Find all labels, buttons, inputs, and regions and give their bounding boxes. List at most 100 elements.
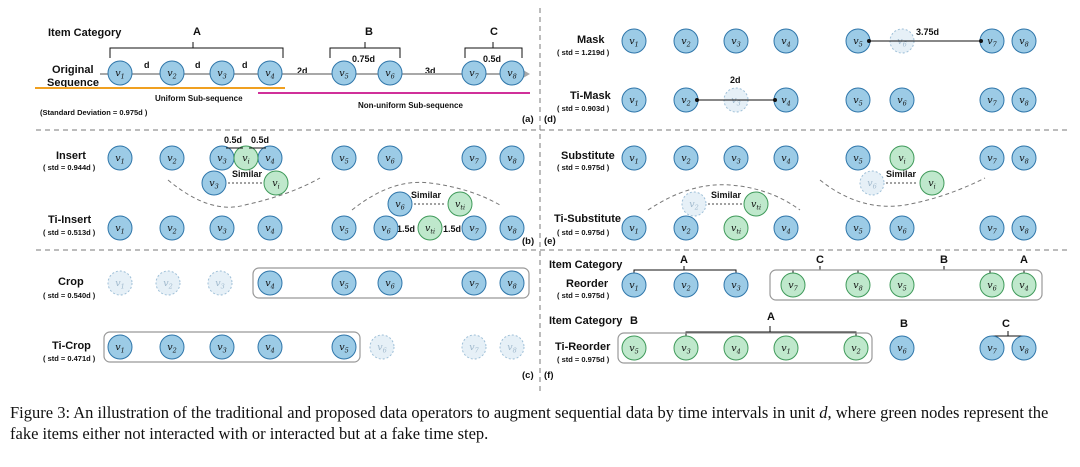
b-ti-insert-node-v4-label: v4 [265,223,275,236]
e-sub-node-v2-circle [673,145,699,171]
b-insert-node-v5-label: v5 [339,153,349,166]
a-sequence-label: Sequence [47,77,99,89]
e-ti-sub-node-v7-label: v7 [987,223,997,236]
e-wave-1 [647,184,801,211]
d-mask-std: ( std = 1.219d ) [557,48,610,57]
a-nonuniform-label: Non-uniform Sub-sequence [358,101,463,110]
b-half-gap-2: 0.5d [251,135,269,145]
f-reorder-node-v5-circle [889,272,915,298]
e-similar-2: Similar [886,169,917,179]
d-mask-gap: 3.75d [916,27,939,37]
b-half-gap-1: 0.5d [224,135,242,145]
f-ti-reorder-node-v6-label: v6 [897,343,907,356]
e-ti-sub-node-v1-label: v1 [629,223,639,236]
e-sub-node-v8-label: v8 [1019,153,1029,166]
b-insert-node-v2-label: v2 [167,153,177,166]
d-mask-node-v4-label: v4 [781,36,791,49]
b-ti-insert-node-v3-circle [209,215,235,241]
c-crop-node-v5-circle [331,270,357,296]
a-gap-6: 3d [425,66,436,76]
f-ti-reorder-node-v2-circle [843,335,869,361]
d-ti-mask-node-v5-circle [845,87,871,113]
d-mask-gap-dot-2 [979,39,983,43]
e-ti-sub-node-v4-circle [773,215,799,241]
b-similar-vi-label: vi [272,178,279,191]
f-item-category-label-2: Item Category [549,315,623,327]
b-similar-vti-label: vti [455,199,465,212]
e-sub-node-vi-label: vi [898,153,905,166]
a-node-v1-circle [107,60,133,86]
a-node-v5-circle [331,60,357,86]
f-ti-cat-2: A [767,311,775,323]
c-ti-crop-node-v5-circle [331,334,357,360]
a-gap-4: 2d [297,66,308,76]
f-ti-reorder-node-v3-circle [673,335,699,361]
b-ti-gap-1: 1.5d [397,224,415,234]
c-ti-crop-node-v3-circle [209,334,235,360]
e-ti-sub-node-v5-label: v5 [853,223,863,236]
e-sub-node-v8-circle [1011,145,1037,171]
d-mask-node-v4-circle [773,28,799,54]
a-std-note: (Standard Deviation = 0.975d ) [40,108,148,117]
f-cat-2: C [816,254,824,266]
a-node-v3-circle [209,60,235,86]
b-ti-gap-2: 1.5d [443,224,461,234]
a-node-v8-circle [499,60,525,86]
e-similar-1: Similar [711,190,742,200]
d-ti-mask-node-v6-circle [889,87,915,113]
b-similar-vti-circle [447,191,473,217]
c-ti-crop-node-v5-label: v5 [339,342,349,355]
c-crop-node-v3-circle [207,270,233,296]
b-ti-insert-node-vti-label: vti [425,223,435,236]
f-bracket-c [792,269,859,276]
caption-unit: d [819,403,828,422]
e-similar-v2-circle [681,191,707,217]
e-sub-node-v7-label: v7 [987,153,997,166]
figure-caption: Figure 3: An illustration of the traditi… [10,402,1075,444]
c-ti-crop-node-v4-circle [257,334,283,360]
e-sub-node-v3-circle [723,145,749,171]
a-gap-3: d [242,60,248,70]
a-node-v6-label: v6 [385,68,395,81]
b-ti-insert-node-v8-label: v8 [507,223,517,236]
c-crop-node-v6-circle [377,270,403,296]
c-crop-node-v7-circle [461,270,487,296]
a-node-v6-circle [377,60,403,86]
f-reorder-node-v5-label: v5 [897,280,907,293]
b-insert-node-v6-label: v6 [385,153,395,166]
d-mask-node-v1-label: v1 [629,36,639,49]
d-ti-mask-label: Ti-Mask [570,90,612,102]
f-reorder-node-v7-label: v7 [788,280,798,293]
b-insert-node-v4-label: v4 [265,153,275,166]
e-ti-sub-node-vti-label: vti [731,223,741,236]
e-substitute-label: Substitute [561,150,615,162]
f-ti-reorder-node-v8-label: v8 [1019,343,1029,356]
c-ti-crop-node-v7-circle [461,334,487,360]
d-ti-mask-gap-dot-1 [695,98,699,102]
c-crop-node-v1-label: v1 [115,278,125,291]
d-mask-node-v8-label: v8 [1019,36,1029,49]
e-ti-sub-node-v1-circle [621,215,647,241]
d-mask-gap-dot-1 [867,39,871,43]
e-sub-node-v1-circle [621,145,647,171]
f-reorder-node-v8-label: v8 [853,280,863,293]
b-ti-insert-node-vti-circle [417,215,443,241]
b-insert-node-v6-circle [377,145,403,171]
d-ti-mask-std: ( std = 0.903d ) [557,104,610,113]
f-tag: (f) [544,370,554,381]
c-ti-crop-node-v1-circle [107,334,133,360]
b-ti-insert-node-v7-circle [461,215,487,241]
e-ti-sub-node-v6-circle [889,215,915,241]
d-mask-node-v3-label: v3 [731,36,741,49]
b-insert-node-vi-label: vi [242,153,249,166]
d-ti-mask-node-v1-label: v1 [629,95,639,108]
f-reorder-node-v3-label: v3 [731,280,741,293]
c-ti-crop-window [103,331,361,363]
f-ti-cat-4: C [1002,318,1010,330]
e-sub-node-v4-circle [773,145,799,171]
f-ti-reorder-node-v4-label: v4 [731,343,741,356]
c-crop-node-v3-label: v3 [215,278,225,291]
c-crop-window [252,267,530,299]
b-ti-insert-node-v6-label: v6 [381,223,391,236]
a-bracket-a [109,47,284,58]
